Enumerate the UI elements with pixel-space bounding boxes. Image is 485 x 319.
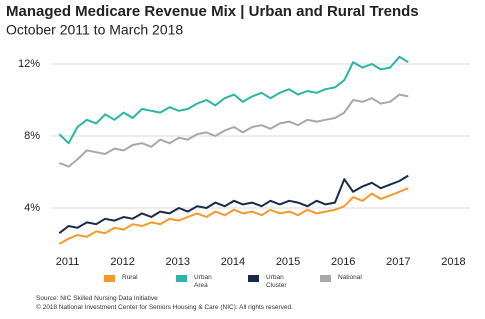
legend-item: National (320, 274, 370, 282)
legend-swatch (176, 275, 187, 282)
y-tick-label: 4% (24, 202, 40, 214)
series-line (58, 174, 409, 234)
x-tick-label: 2011 (56, 256, 80, 268)
chart: Managed Medicare Revenue Mix | Urban and… (6, 3, 470, 268)
legend-item: Rural (104, 274, 154, 282)
x-tick-label: 2018 (441, 256, 465, 268)
note: Source: NIC Skilled Nursing Data Initiat… (36, 295, 158, 302)
x-tick-label: 2014 (221, 256, 245, 268)
x-tick-label: 2013 (166, 256, 190, 268)
y-tick-label: 12% (18, 58, 40, 70)
notes: Source: NIC Skilled Nursing Data Initiat… (36, 294, 293, 312)
note: © 2018 National Investment Center for Se… (36, 304, 293, 311)
x-tick-label: 2015 (276, 256, 300, 268)
series-line (58, 187, 409, 245)
legend-label: Rural (122, 274, 138, 281)
legend-label: Urban Cluster (266, 274, 287, 289)
x-tick-label: 2017 (386, 256, 410, 268)
series-line (58, 55, 409, 145)
x-tick-label: 2012 (110, 256, 134, 268)
legend: Rural Urban Area Urban Cluster National (0, 274, 485, 296)
x-tick-label: 2016 (331, 256, 355, 268)
series-line (58, 93, 409, 168)
legend-item: Urban Cluster (248, 274, 298, 290)
legend-label: National (338, 274, 362, 281)
legend-swatch (104, 275, 115, 282)
chart-title: Managed Medicare Revenue Mix | Urban and… (6, 3, 419, 20)
legend-swatch (320, 275, 331, 282)
legend-item: Urban Area (176, 274, 226, 290)
chart-subtitle: October 2011 to March 2018 (6, 22, 183, 38)
legend-label: Urban Area (194, 274, 212, 289)
y-tick-label: 8% (24, 130, 40, 142)
legend-swatch (248, 275, 259, 282)
